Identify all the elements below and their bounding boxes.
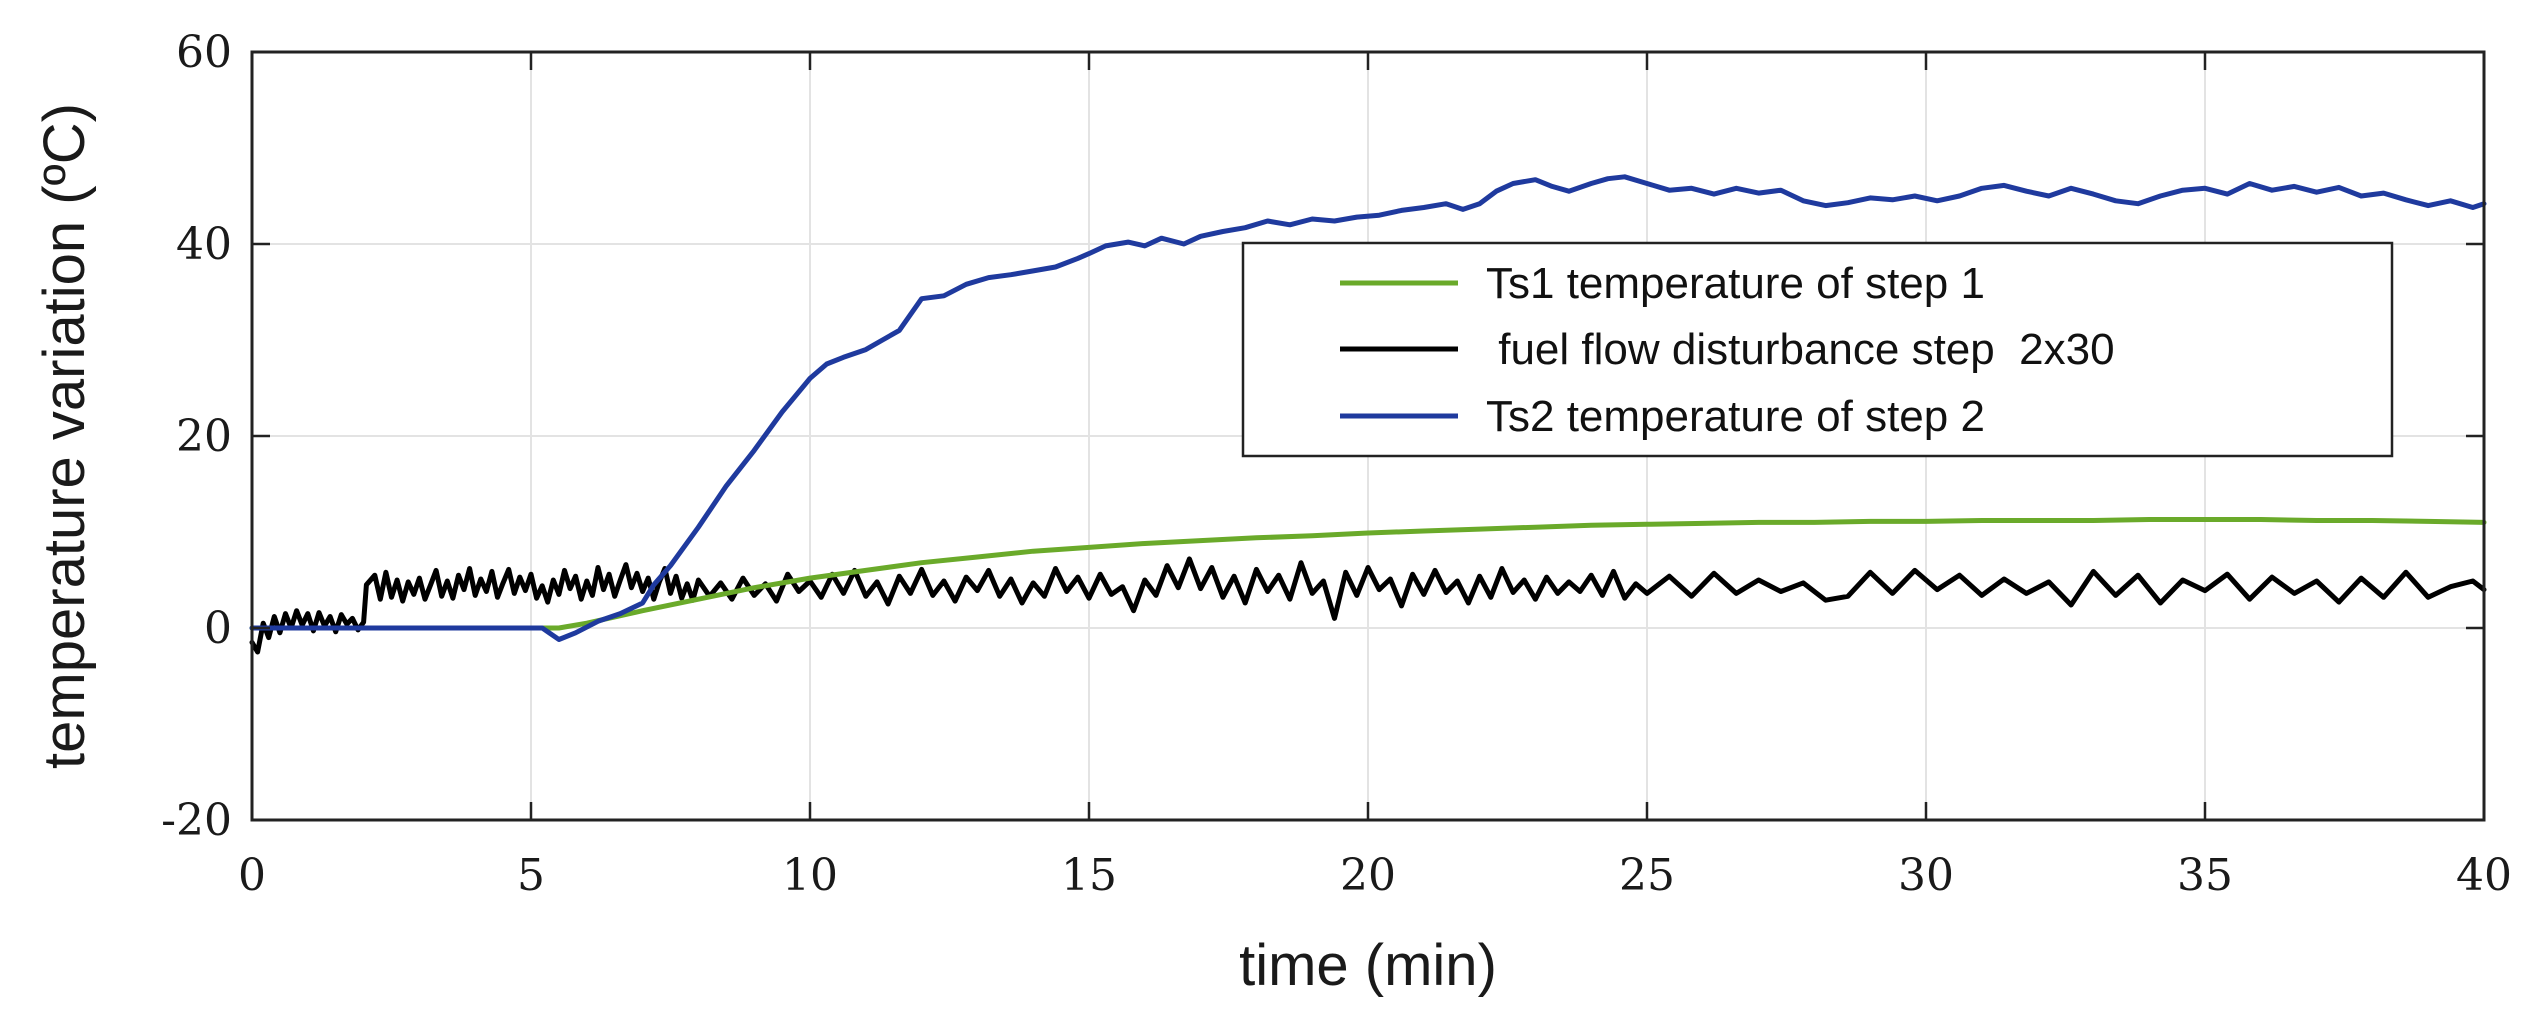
legend: Ts1 temperature of step 1 fuel flow dist… — [1241, 241, 2394, 458]
legend-label-ts1: Ts1 temperature of step 1 — [1486, 259, 1985, 308]
y-axis-label: temperature variation (ºC) — [32, 103, 97, 769]
tick-marks — [250, 50, 2486, 822]
x-tick-labels: 0 5 10 15 20 25 30 35 40 — [238, 850, 2512, 901]
x-tick-label: 40 — [2456, 850, 2512, 901]
x-axis-label: time (min) — [1239, 933, 1497, 998]
y-tick-label: 20 — [176, 411, 232, 462]
legend-label-ts2: Ts2 temperature of step 2 — [1486, 392, 1985, 441]
series-line-ts1 — [249, 517, 2487, 631]
x-tick-label: 5 — [517, 850, 545, 901]
x-tick-label: 0 — [238, 850, 266, 901]
x-tick-label: 20 — [1340, 850, 1396, 901]
legend-label-fuel-flow: fuel flow disturbance step 2x30 — [1486, 325, 2115, 374]
y-tick-label: 0 — [204, 603, 232, 654]
y-tick-label: 60 — [176, 27, 232, 78]
series-layer — [249, 174, 2487, 655]
y-tick-label: -20 — [161, 795, 232, 846]
y-tick-labels: -20 0 20 40 60 — [161, 27, 232, 846]
x-tick-label: 15 — [1061, 850, 1117, 901]
x-tick-label: 10 — [782, 850, 838, 901]
x-tick-label: 30 — [1898, 850, 1954, 901]
x-tick-label: 25 — [1619, 850, 1675, 901]
series-line-ts2 — [249, 174, 2487, 642]
y-tick-label: 40 — [176, 219, 232, 270]
series-line-fuel-flow — [249, 556, 2487, 655]
x-tick-label: 35 — [2177, 850, 2233, 901]
